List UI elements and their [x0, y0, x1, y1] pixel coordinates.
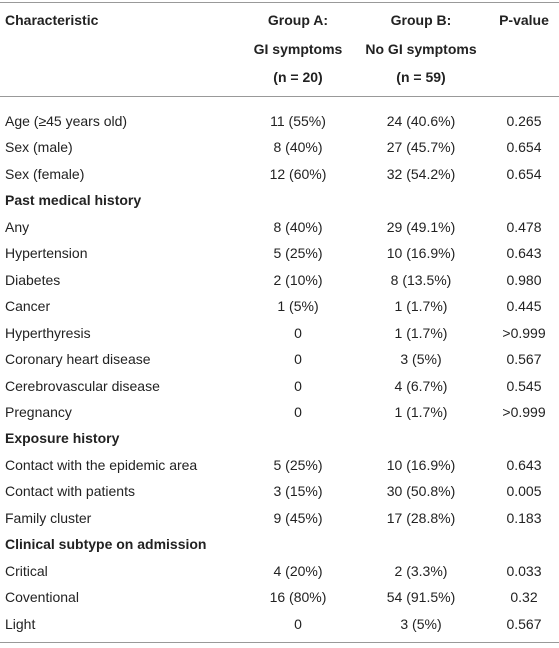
table-cell: 0.478 — [506, 218, 542, 235]
table-cell: >0.999 — [502, 324, 546, 341]
table-cell: 0.32 — [510, 589, 538, 606]
table-cell: 17 (28.8%) — [386, 509, 456, 526]
table-cell: 0.265 — [506, 113, 542, 129]
table-cell: 54 (91.5%) — [386, 589, 456, 606]
table-cell: 4 (20%) — [273, 562, 323, 579]
table-cell: Any — [5, 218, 30, 235]
table-cell: 0.980 — [506, 271, 542, 288]
table-cell: 0 — [294, 615, 302, 632]
table-cell: 3 (5%) — [400, 615, 442, 632]
table-cell: Contact with patients — [5, 483, 135, 500]
table-cell: 0.545 — [506, 377, 542, 394]
table-cell: 0.005 — [506, 483, 542, 500]
table-cell: 0.654 — [506, 139, 542, 156]
table-cell: Contact with the epidemic area — [5, 456, 198, 473]
section-heading: Exposure history — [5, 430, 120, 447]
table-cell: Cancer — [5, 298, 51, 315]
table-cell: 5 (25%) — [273, 456, 323, 473]
table-cell: 1 (1.7%) — [394, 298, 448, 315]
table-cell: 29 (49.1%) — [386, 218, 456, 235]
table-cell: Sex (male) — [5, 139, 73, 156]
section-heading: Past medical history — [5, 192, 142, 209]
table-cell: 0.567 — [506, 615, 542, 632]
table-cell: 0 — [294, 377, 302, 394]
table-cell: 0.643 — [506, 456, 542, 473]
table-cell: 1 (5%) — [277, 298, 319, 315]
table-cell: Cerebrovascular disease — [5, 377, 160, 394]
table-cell: 2 (3.3%) — [394, 562, 448, 579]
table-cell: 8 (40%) — [273, 218, 323, 235]
section-heading: Clinical subtype on admission — [5, 536, 207, 553]
table-cell: Coventional — [5, 589, 79, 606]
table-cell: 12 (60%) — [269, 165, 327, 182]
header-cell: Characteristic — [5, 12, 99, 28]
table-cell: 9 (45%) — [273, 509, 323, 526]
header-cell: Group A: — [267, 12, 329, 28]
table-cell: Pregnancy — [5, 403, 72, 420]
table-cell: 30 (50.8%) — [386, 483, 456, 500]
table-cell: 3 (15%) — [273, 483, 323, 500]
table-cell: 10 (16.9%) — [386, 456, 456, 473]
table-cell: 32 (54.2%) — [386, 165, 456, 182]
table-cell: 0.033 — [506, 562, 542, 579]
header-cell: Group B: — [390, 12, 452, 28]
table-cell: 27 (45.7%) — [386, 139, 456, 156]
table-cell: 0 — [294, 351, 302, 368]
header-cell: GI symptoms — [253, 40, 343, 57]
table-cell: Hypertension — [5, 245, 88, 262]
table-cell: 0.643 — [506, 245, 542, 262]
table-cell: >0.999 — [502, 403, 546, 420]
table-cell: 4 (6.7%) — [394, 377, 448, 394]
table-cell: Diabetes — [5, 271, 61, 288]
table-cell: Hyperthyresis — [5, 324, 91, 341]
table-cell: 0 — [294, 324, 302, 341]
table-cell: Critical — [5, 562, 48, 579]
table-cell: 0.445 — [506, 298, 542, 315]
table-cell: 0.183 — [506, 509, 542, 526]
table-cell: 2 (10%) — [273, 271, 323, 288]
table-cell: 0.654 — [506, 165, 542, 182]
header-rule — [0, 96, 559, 97]
table-cell: Light — [5, 615, 36, 632]
table-cell: 3 (5%) — [400, 351, 442, 368]
table-cell: 16 (80%) — [269, 589, 327, 606]
table-cell: Age (≥45 years old) — [5, 113, 128, 129]
table-cell: 1 (1.7%) — [394, 403, 448, 420]
table-cell: 8 (13.5%) — [390, 271, 452, 288]
table-cell: 1 (1.7%) — [394, 324, 448, 341]
table-cell: 8 (40%) — [273, 139, 323, 156]
table-cell: 24 (40.6%) — [386, 113, 456, 129]
table-cell: 5 (25%) — [273, 245, 323, 262]
table-cell: 0.567 — [506, 351, 542, 368]
table-cell: 0 — [294, 403, 302, 420]
top-rule — [0, 2, 559, 3]
header-cell: (n = 59) — [396, 69, 446, 85]
table-cell: Coronary heart disease — [5, 351, 151, 368]
header-cell: No GI symptoms — [365, 40, 477, 57]
header-cell: P-value — [499, 12, 549, 28]
bottom-rule — [0, 642, 559, 643]
table-cell: Sex (female) — [5, 165, 85, 182]
table-cell: Family cluster — [5, 509, 92, 526]
table-cell: 11 (55%) — [270, 113, 326, 129]
table-cell: 10 (16.9%) — [386, 245, 456, 262]
header-cell: (n = 20) — [273, 69, 323, 85]
